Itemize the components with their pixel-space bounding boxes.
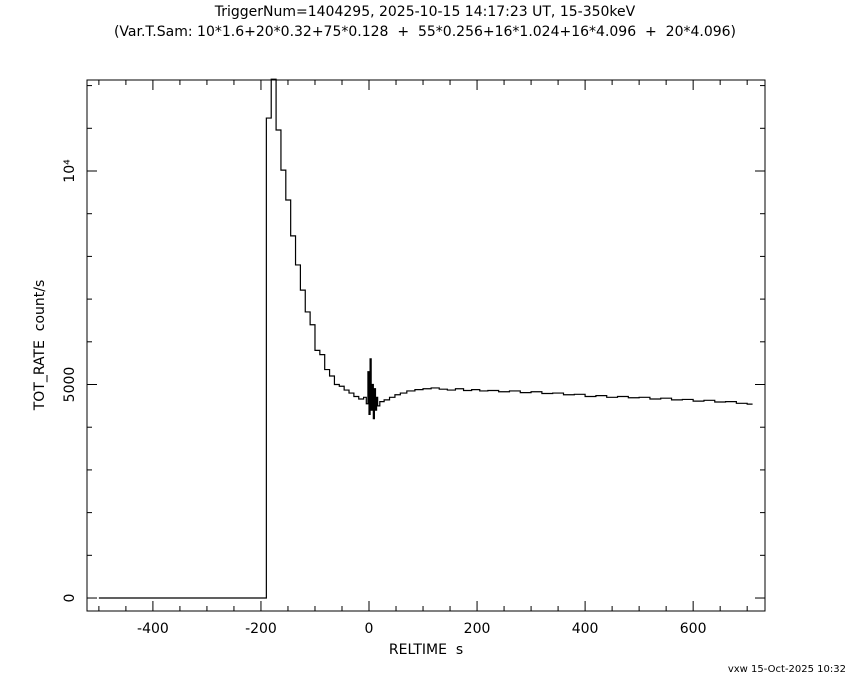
x-tick-label: -400 bbox=[137, 621, 169, 637]
y-tick-label: 0 bbox=[62, 594, 78, 603]
data-line bbox=[98, 78, 753, 599]
plot-frame bbox=[86, 79, 766, 612]
x-tick-label: 0 bbox=[365, 621, 374, 637]
x-axis-label: RELTIME s bbox=[389, 642, 463, 658]
x-tick-label: 400 bbox=[572, 621, 599, 637]
chart-title: TriggerNum=1404295, 2025-10-15 14:17:23 … bbox=[214, 4, 636, 20]
y-tick-label: 5000 bbox=[62, 367, 78, 403]
x-tick-label: -200 bbox=[245, 621, 277, 637]
y-tick-label: 10⁴ bbox=[62, 159, 78, 183]
y-axis-label: TOT_RATE count/s bbox=[32, 280, 48, 412]
x-tick-label: 200 bbox=[464, 621, 491, 637]
x-tick-label: 600 bbox=[680, 621, 707, 637]
footer: vxw 15-Oct-2025 10:32 bbox=[728, 664, 846, 675]
chart-subtitle: (Var.T.Sam: 10*1.6+20*0.32+75*0.128 + 55… bbox=[114, 24, 736, 40]
